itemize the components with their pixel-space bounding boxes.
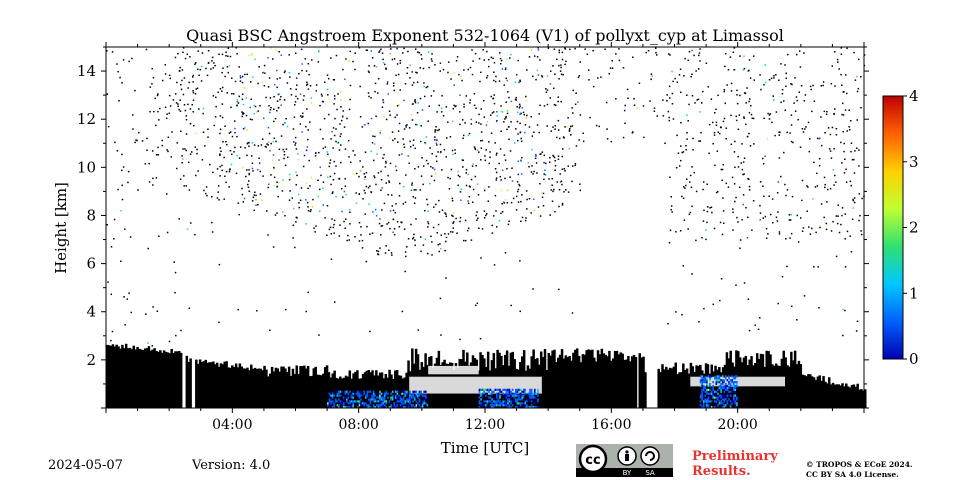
colorbar-tick-label: 2 bbox=[909, 219, 919, 237]
copyright-line-1: © TROPOS & ECoE 2024. bbox=[806, 460, 913, 469]
x-tick-label: 16:00 bbox=[591, 417, 631, 433]
colorbar-tick-label: 4 bbox=[909, 87, 919, 105]
sa-icon bbox=[640, 446, 660, 466]
x-tick-label: 12:00 bbox=[465, 417, 505, 433]
colorbar: 0 1 2 3 4 bbox=[882, 87, 919, 368]
colorbar-tick-label: 0 bbox=[909, 350, 919, 368]
y-tick-label: 8 bbox=[86, 206, 96, 224]
y-axis: 2 4 6 8 10 12 14 bbox=[77, 46, 869, 409]
x-axis-label: Time [UTC] bbox=[441, 439, 530, 457]
colorbar-tick-label: 3 bbox=[909, 153, 919, 171]
plot-background bbox=[106, 47, 864, 408]
sa-label: SA bbox=[645, 469, 655, 477]
y-tick-label: 14 bbox=[77, 62, 96, 80]
date-label: 2024-05-07 bbox=[48, 458, 123, 473]
y-tick-label: 4 bbox=[86, 303, 96, 321]
chart-title: Quasi BSC Angstroem Exponent 532-1064 (V… bbox=[186, 26, 784, 45]
colorbar-tick-label: 1 bbox=[909, 284, 919, 302]
plot-area bbox=[105, 46, 867, 409]
by-label: BY bbox=[623, 469, 632, 477]
y-tick-label: 12 bbox=[77, 110, 96, 128]
x-tick-label: 04:00 bbox=[212, 417, 252, 433]
x-tick-label: 08:00 bbox=[338, 417, 378, 433]
y-tick-label: 10 bbox=[77, 158, 96, 176]
colorbar-gradient bbox=[882, 95, 904, 360]
x-tick-label: 20:00 bbox=[717, 417, 757, 433]
cc-license-badge: cc BY SA bbox=[576, 444, 673, 477]
copyright-line-2: CC BY SA 4.0 License. bbox=[806, 470, 899, 479]
upper-noise bbox=[106, 47, 866, 347]
low-layer-values bbox=[327, 375, 738, 409]
copyright-notice: © TROPOS & ECoE 2024. CC BY SA 4.0 Licen… bbox=[806, 460, 913, 480]
preliminary-line-2: Results. bbox=[692, 464, 751, 479]
version-label: Version: 4.0 bbox=[192, 458, 271, 473]
cc-badge-text: cc bbox=[585, 453, 600, 468]
y-tick-label: 2 bbox=[86, 351, 96, 369]
x-axis: 04:00 08:00 12:00 16:00 20:00 bbox=[105, 42, 865, 433]
preliminary-notice: Preliminary Results. bbox=[692, 449, 778, 479]
cc-icon bbox=[578, 444, 608, 474]
y-tick-label: 6 bbox=[86, 255, 96, 273]
y-axis-label: Height [km] bbox=[52, 182, 70, 274]
preliminary-line-1: Preliminary bbox=[692, 449, 778, 464]
